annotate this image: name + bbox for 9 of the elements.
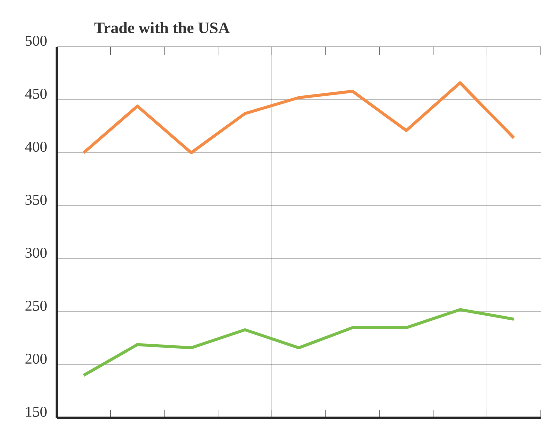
y-tick-label: 450 xyxy=(25,88,47,100)
y-tick-label: 350 xyxy=(26,194,47,206)
y-tick-label: 250 xyxy=(26,300,47,312)
y-tick-label: 200 xyxy=(26,354,47,364)
y-tick-label: 500 xyxy=(26,36,47,46)
y-tick-label: 150 xyxy=(26,406,47,418)
y-tick-label: 300 xyxy=(26,248,47,258)
chart-title: Trade with the USA xyxy=(94,22,230,34)
y-tick-label: 400 xyxy=(25,142,47,152)
